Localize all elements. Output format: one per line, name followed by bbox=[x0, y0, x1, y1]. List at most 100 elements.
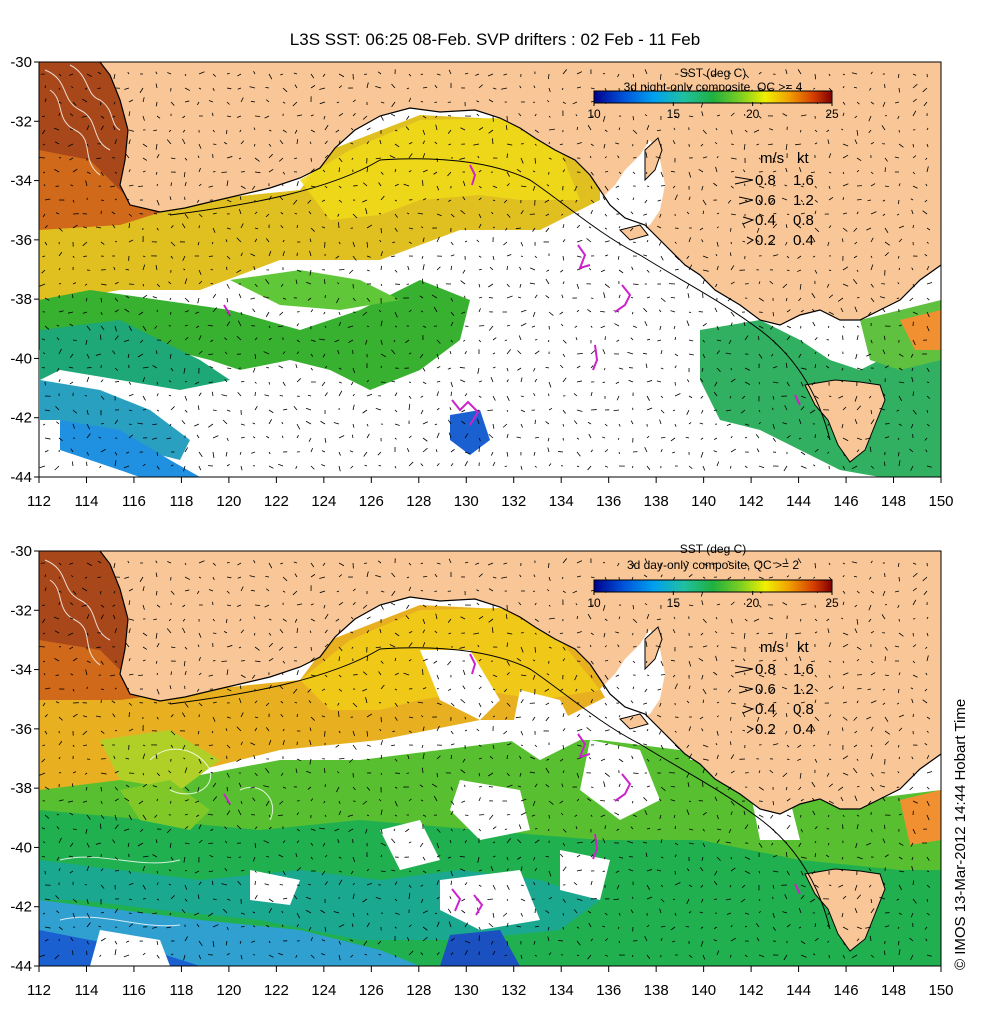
y-tick-label: -34 bbox=[10, 173, 32, 190]
sst-field bbox=[39, 62, 941, 477]
x-tick-label: 130 bbox=[454, 982, 479, 999]
legend-arrow-icon bbox=[734, 176, 754, 185]
colorbar-title: SST (deg C) bbox=[680, 542, 746, 556]
x-tick-label: 138 bbox=[644, 982, 669, 999]
colorbar-ticks: 10 15 20 25 bbox=[587, 102, 839, 121]
legend-arrow-icon bbox=[738, 196, 754, 205]
y-tick-label: -44 bbox=[10, 958, 32, 975]
y-tick-label: -36 bbox=[10, 721, 32, 738]
legend-speed-ms: 0.2 bbox=[755, 232, 776, 249]
x-tick-label: 142 bbox=[739, 493, 764, 510]
drifter-tracks bbox=[223, 653, 801, 916]
x-tick-label: 118 bbox=[169, 493, 193, 510]
legend-speed-kt: 0.8 bbox=[793, 701, 814, 718]
x-tick-label: 130 bbox=[454, 493, 479, 510]
copyright-credit: © IMOS 13-Mar-2012 14:44 Hobart Time bbox=[952, 698, 969, 970]
y-tick-label: -44 bbox=[10, 469, 32, 486]
x-tick-label: 120 bbox=[216, 982, 241, 999]
y-tick-label: -42 bbox=[10, 410, 32, 427]
legend-speed-ms: 0.2 bbox=[755, 721, 776, 738]
x-tick-label: 116 bbox=[122, 493, 146, 510]
x-tick-label: 122 bbox=[264, 493, 289, 510]
legend-arrow-icon bbox=[746, 236, 754, 245]
legend-speed-kt: 0.4 bbox=[793, 721, 814, 738]
legend-arrow-icon bbox=[746, 725, 754, 734]
drifter-tracks bbox=[223, 164, 801, 426]
legend-speed-ms: 0.8 bbox=[755, 661, 776, 678]
y-tick-label: -30 bbox=[10, 543, 32, 560]
sst-contours bbox=[44, 64, 121, 176]
y-tick-label: -38 bbox=[10, 291, 32, 308]
x-tick-label: 128 bbox=[406, 982, 431, 999]
x-axis-ticks: 112 114 116 118 120 122 124 126 128 130 132 134 136 1… bbox=[27, 477, 954, 510]
map-frame bbox=[38, 61, 942, 478]
colorbar-ramp bbox=[593, 579, 833, 593]
legend-header-kt: kt bbox=[797, 639, 810, 656]
legend-speed-ms: 0.4 bbox=[755, 701, 776, 718]
sst-contours bbox=[44, 559, 274, 927]
y-tick-label: -40 bbox=[10, 839, 32, 856]
legend-speed-kt: 0.8 bbox=[793, 212, 814, 229]
legend-arrow-icon bbox=[742, 216, 755, 225]
x-tick-label: 140 bbox=[691, 493, 716, 510]
colorbar-tick-label: 20 bbox=[746, 596, 760, 610]
x-tick-label: 134 bbox=[549, 493, 574, 510]
y-tick-label: -32 bbox=[10, 113, 32, 130]
colorbar-ticks: 10 15 20 25 bbox=[587, 591, 839, 610]
sst-colorbar: SST (deg C) 3d day-only composite, QC >=… bbox=[587, 542, 839, 610]
x-tick-label: 148 bbox=[881, 982, 906, 999]
legend-arrow-icon bbox=[742, 705, 755, 714]
x-tick-label: 126 bbox=[359, 982, 384, 999]
legend-arrow-icon bbox=[738, 685, 754, 694]
land-mass bbox=[99, 551, 941, 952]
panel-night-composite: SST (deg C) 3d night-only composite, QC … bbox=[10, 54, 953, 510]
legend-speed-kt: 1.2 bbox=[793, 192, 814, 209]
legend-speed-ms: 0.4 bbox=[755, 212, 776, 229]
y-tick-label: -32 bbox=[10, 602, 32, 619]
x-tick-label: 144 bbox=[786, 493, 811, 510]
legend-speed-kt: 1.6 bbox=[793, 172, 814, 189]
y-axis-ticks: -30 -32 -34 -36 -38 -40 -42 -44 bbox=[10, 54, 39, 486]
colorbar-tick-label: 20 bbox=[746, 107, 760, 121]
x-tick-label: 146 bbox=[834, 493, 859, 510]
x-tick-label: 114 bbox=[75, 982, 99, 999]
x-tick-label: 134 bbox=[549, 982, 574, 999]
x-tick-label: 114 bbox=[75, 493, 99, 510]
x-tick-label: 148 bbox=[881, 493, 906, 510]
shelf-isobath bbox=[169, 647, 831, 930]
figure-title: L3S SST: 06:25 08-Feb. SVP drifters : 02… bbox=[289, 30, 701, 49]
x-tick-label: 126 bbox=[359, 493, 384, 510]
legend-speed-ms: 0.6 bbox=[755, 192, 776, 209]
legend-speed-ms: 0.8 bbox=[755, 172, 776, 189]
x-tick-label: 132 bbox=[501, 982, 526, 999]
x-tick-label: 150 bbox=[928, 493, 953, 510]
colorbar-tick-label: 15 bbox=[667, 596, 681, 610]
legend-speed-kt: 1.6 bbox=[793, 661, 814, 678]
legend-arrow-icon bbox=[734, 665, 754, 674]
x-tick-label: 136 bbox=[596, 493, 621, 510]
y-axis-ticks: -30 -32 -34 -36 -38 -40 -42 -44 bbox=[10, 543, 39, 975]
x-tick-label: 124 bbox=[311, 493, 336, 510]
x-tick-label: 118 bbox=[169, 982, 193, 999]
x-axis-ticks: 112 114 116 118 120 122 124 126 128 130 132 134 136 1… bbox=[27, 966, 954, 999]
y-tick-label: -40 bbox=[10, 350, 32, 367]
x-tick-label: 116 bbox=[122, 982, 146, 999]
x-tick-label: 140 bbox=[691, 982, 716, 999]
legend-speed-kt: 0.4 bbox=[793, 232, 814, 249]
vector-scale-legend: m/s kt 0.8 1.6 0.6 1.2 0.4 0.8 0.2 0.4 bbox=[734, 150, 814, 249]
map-frame bbox=[38, 550, 942, 967]
y-tick-label: -42 bbox=[10, 899, 32, 916]
colorbar-ramp bbox=[593, 90, 833, 104]
x-tick-label: 122 bbox=[264, 982, 289, 999]
vector-scale-legend: m/s kt 0.8 1.6 0.6 1.2 0.4 0.8 0.2 0.4 bbox=[734, 639, 814, 738]
sst-colorbar: SST (deg C) 3d night-only composite, QC … bbox=[587, 66, 839, 121]
legend-header-ms: m/s bbox=[760, 639, 784, 656]
x-tick-label: 124 bbox=[311, 982, 336, 999]
x-tick-label: 128 bbox=[406, 493, 431, 510]
x-tick-label: 144 bbox=[786, 982, 811, 999]
x-tick-label: 150 bbox=[928, 982, 953, 999]
legend-header-ms: m/s bbox=[760, 150, 784, 167]
current-vectors bbox=[39, 69, 933, 472]
x-tick-label: 146 bbox=[834, 982, 859, 999]
y-tick-label: -38 bbox=[10, 780, 32, 797]
